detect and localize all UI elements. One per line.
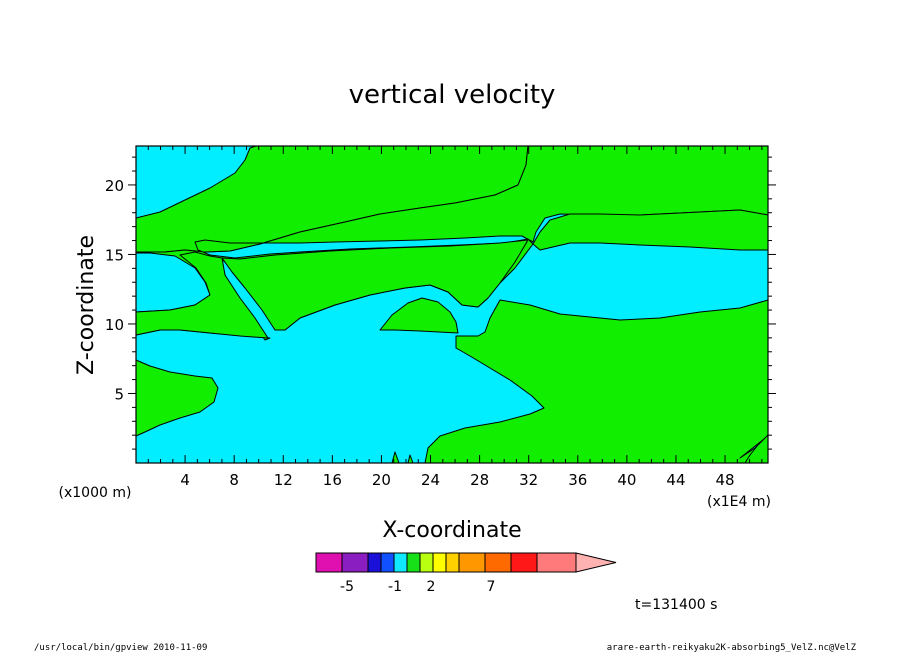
- colorbar-swatch: [406, 552, 421, 573]
- x-scale-note: (x1E4 m): [707, 494, 771, 510]
- colorbar-label: 2: [427, 579, 436, 595]
- x-tick-label: 4: [180, 471, 190, 489]
- colorbar-swatch: [367, 552, 382, 573]
- colorbar-labels: -5 -1 2 7: [340, 579, 495, 595]
- x-tick-label: 16: [323, 471, 342, 489]
- x-tick-label: 40: [617, 471, 636, 489]
- positive-regions: [135, 145, 769, 464]
- colorbar-swatch: [419, 552, 434, 573]
- colorbar-swatch: [341, 552, 369, 573]
- colorbar-label: -1: [388, 579, 402, 595]
- x-axis: 4 8 12 16 20 24 28 32 36 40 44 48: [147, 146, 763, 489]
- colorbar-label: 7: [487, 579, 496, 595]
- x-tick-label: 12: [274, 471, 293, 489]
- x-tick-label: 36: [568, 471, 587, 489]
- x-tick-label: 44: [666, 471, 685, 489]
- contour-region: [135, 251, 269, 339]
- colorbar-swatch: [484, 552, 512, 573]
- plot-area: [135, 145, 769, 464]
- time-label: t=131400 s: [635, 597, 717, 613]
- contour-region: [135, 359, 219, 437]
- y-axis-label: Z-coordinate: [74, 235, 99, 375]
- x-tick-label: 24: [421, 471, 440, 489]
- x-tick-label: 48: [716, 471, 735, 489]
- colorbar-label: -5: [340, 579, 354, 595]
- contour-region: [221, 239, 529, 331]
- y-tick-label: 10: [105, 316, 124, 334]
- contour-region: [379, 297, 459, 334]
- x-tick-label: 8: [229, 471, 239, 489]
- y-tick-label: 5: [114, 385, 124, 403]
- y-axis: 5 10 15 20: [105, 156, 776, 450]
- colorbar-swatch: [445, 552, 460, 573]
- colorbar-arrow: [575, 552, 617, 573]
- colorbar-swatch: [510, 552, 538, 573]
- footer-right: arare-earth-reikyaku2K-absorbing5_VelZ.n…: [607, 643, 857, 653]
- colorbar-swatch: [432, 552, 447, 573]
- colorbar-swatch: [315, 552, 343, 573]
- colorbar-swatch: [393, 552, 408, 573]
- colorbar: [315, 552, 617, 573]
- x-unit-label: (x1000 m): [59, 485, 132, 501]
- footer-left: /usr/local/bin/gpview 2010-11-09: [34, 643, 207, 653]
- x-tick-label: 28: [470, 471, 489, 489]
- plot-frame: [135, 145, 769, 464]
- y-tick-label: 20: [105, 177, 124, 195]
- y-tick-label: 15: [105, 246, 124, 264]
- colorbar-swatch: [380, 552, 395, 573]
- colorbar-swatch: [458, 552, 486, 573]
- colorbar-swatch: [536, 552, 577, 573]
- chart-title: vertical velocity: [349, 80, 556, 110]
- x-tick-label: 32: [519, 471, 538, 489]
- x-axis-label: X-coordinate: [382, 518, 521, 543]
- x-tick-label: 20: [372, 471, 391, 489]
